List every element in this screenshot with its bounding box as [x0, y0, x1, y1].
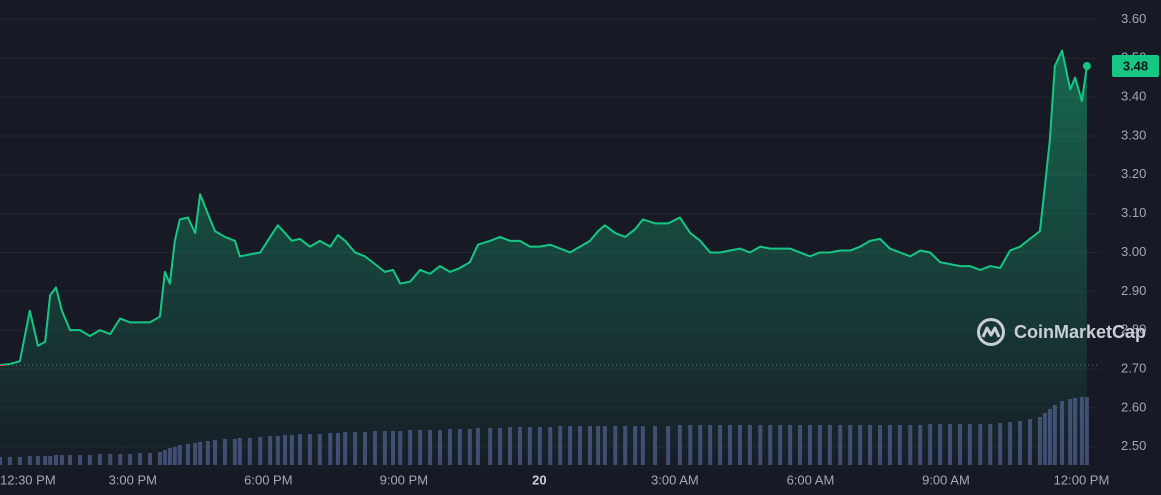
price-tag-label: 3.48	[1123, 58, 1148, 73]
y-tick-label: 2.50	[1121, 438, 1146, 453]
y-tick-label: 3.20	[1121, 166, 1146, 181]
price-area	[0, 50, 1087, 470]
y-tick-label: 2.60	[1121, 399, 1146, 414]
price-tag	[1112, 55, 1159, 78]
y-tick-label: 2.90	[1121, 283, 1146, 298]
x-tick-label: 3:00 AM	[651, 472, 699, 487]
y-tick-label: 3.00	[1121, 244, 1146, 259]
watermark-logo	[977, 318, 1005, 346]
y-tick-label: 3.60	[1121, 11, 1146, 26]
x-tick-label: 9:00 PM	[380, 472, 428, 487]
y-tick-label: 2.70	[1121, 360, 1146, 375]
y-tick-label: 3.40	[1121, 89, 1146, 104]
x-tick-label: 9:00 AM	[922, 472, 970, 487]
y-tick-label: 3.10	[1121, 205, 1146, 220]
price-line	[0, 49, 1088, 367]
last-point	[1082, 62, 1091, 71]
watermark: CoinMarketCap	[1014, 322, 1146, 342]
y-tick-label: 2.80	[1121, 322, 1146, 337]
x-tick-label: 3:00 PM	[109, 472, 157, 487]
x-tick-label: 6:00 AM	[787, 472, 835, 487]
x-tick-label: 20	[532, 472, 546, 487]
y-tick-label: 3.30	[1121, 127, 1146, 142]
x-tick-label: 6:00 PM	[244, 472, 292, 487]
x-tick-label: 12:00 PM	[1054, 472, 1110, 487]
x-tick-label: 12:30 PM	[0, 472, 56, 487]
